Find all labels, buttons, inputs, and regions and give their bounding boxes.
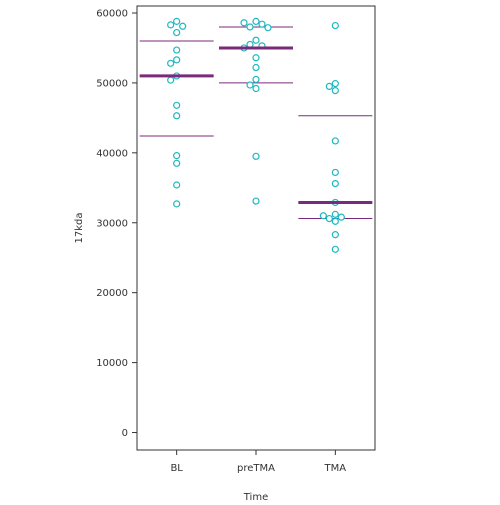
data-point	[258, 20, 266, 28]
data-point	[246, 23, 254, 31]
data-point	[173, 181, 181, 189]
data-point	[331, 21, 339, 30]
data-point	[331, 245, 339, 253]
data-point	[319, 212, 327, 220]
data-point	[173, 101, 181, 109]
data-point	[325, 214, 333, 223]
y-tick-label: 30000	[96, 218, 128, 229]
data-point	[252, 36, 260, 44]
y-tick-label: 50000	[96, 78, 128, 89]
y-tick-label: 20000	[96, 288, 128, 299]
data-point	[167, 76, 175, 84]
data-point	[331, 217, 339, 225]
data-point	[252, 197, 260, 205]
data-point	[264, 24, 272, 32]
data-point	[246, 81, 254, 89]
x-tick-label: TMA	[324, 463, 347, 474]
x-tick-label: preTMA	[237, 463, 275, 474]
data-point	[331, 137, 339, 145]
data-point	[252, 54, 260, 62]
plot-frame	[136, 5, 376, 451]
data-point	[173, 159, 181, 167]
data-point	[252, 152, 260, 160]
group-bl	[139, 17, 214, 208]
data-point	[252, 63, 260, 72]
x-axis-title: Time	[243, 492, 268, 503]
data-point	[252, 84, 260, 93]
y-axis-title: 17kda	[74, 213, 85, 244]
x-tick-label: BL	[170, 463, 183, 474]
data-point	[173, 112, 181, 120]
data-point	[331, 87, 339, 95]
data-point	[173, 152, 181, 160]
data-point	[167, 21, 175, 29]
data-point	[337, 213, 345, 221]
data-point	[252, 75, 260, 84]
y-tick-label: 10000	[96, 358, 128, 369]
data-point	[331, 180, 339, 188]
data-point	[252, 17, 260, 25]
data-point	[173, 56, 181, 64]
data-point	[173, 200, 181, 208]
data-point	[179, 22, 187, 30]
y-tick-label: 40000	[96, 148, 128, 159]
data-point	[331, 168, 339, 177]
data-marks	[139, 17, 373, 253]
data-point	[167, 59, 175, 67]
y-axis: 0 10000 20000 30000 40000 50000 60000	[96, 8, 137, 439]
group-pretma	[219, 17, 293, 205]
data-point	[331, 210, 339, 218]
y-tick-label: 0	[122, 428, 128, 439]
data-point	[173, 28, 181, 37]
data-point	[240, 19, 248, 27]
data-point	[325, 82, 333, 91]
x-axis: BL preTMA TMA	[170, 450, 346, 474]
group-tma	[298, 21, 373, 253]
data-point	[173, 46, 181, 54]
y-tick-label: 60000	[96, 8, 128, 19]
data-point	[173, 17, 181, 25]
data-point	[331, 231, 339, 239]
data-point	[331, 80, 339, 88]
